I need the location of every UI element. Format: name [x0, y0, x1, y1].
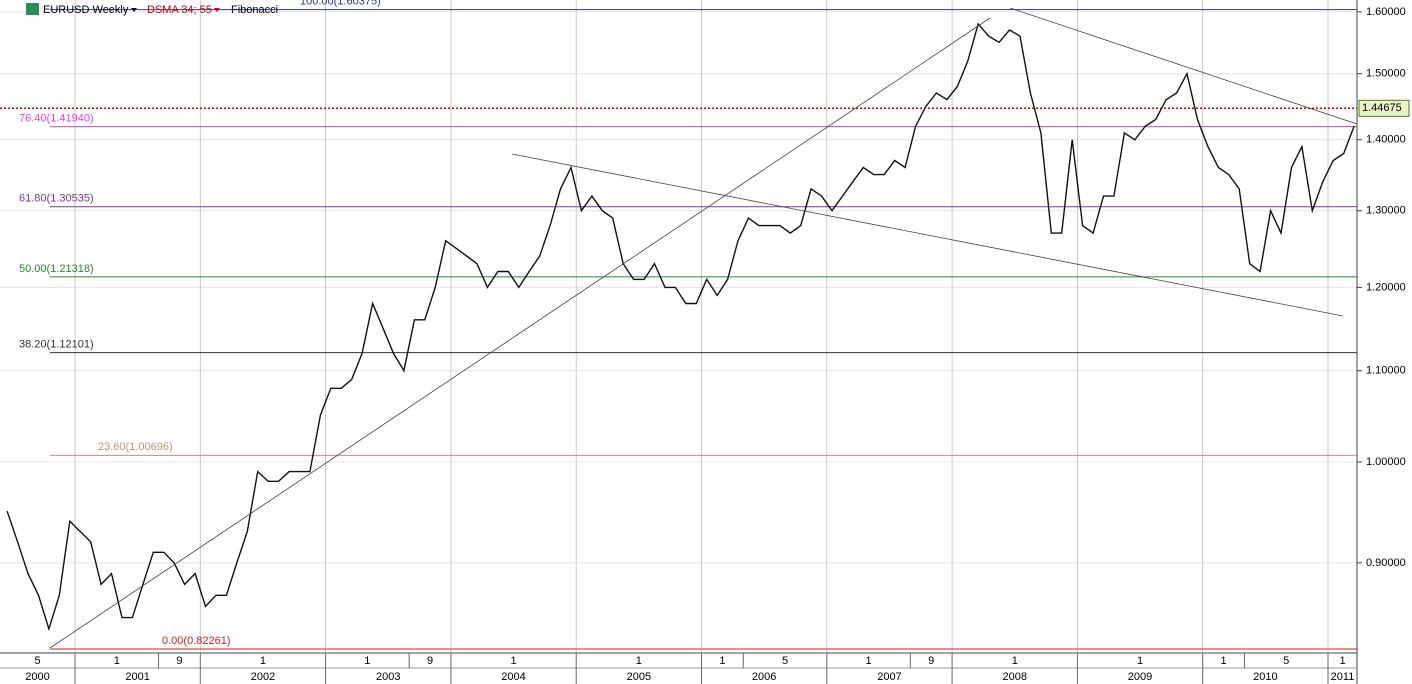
x-tick-label: 9: [176, 655, 182, 667]
x-tick-label: 2007: [877, 671, 901, 683]
dropdown-arrow[interactable]: [214, 8, 220, 12]
x-tick-label: 1: [114, 655, 120, 667]
last-price-tag: [1358, 99, 1410, 117]
last-price-label: 1.44675: [1362, 102, 1402, 114]
x-tick-label: 2002: [251, 671, 275, 683]
x-tick-label: 2001: [125, 671, 149, 683]
y-tick-label: 1.30000: [1366, 205, 1406, 217]
x-tick-label: 2010: [1253, 671, 1277, 683]
x-tick-label: 2009: [1128, 671, 1152, 683]
x-tick-label: 2008: [1003, 671, 1027, 683]
x-tick-label: 1: [1012, 655, 1018, 667]
x-tick-label: 9: [427, 655, 433, 667]
x-tick-label: 1: [364, 655, 370, 667]
y-tick-label: 0.90000: [1366, 557, 1406, 569]
x-tick-label: 5: [1283, 655, 1289, 667]
indicator-label[interactable]: Fibonacci: [231, 4, 278, 16]
trend-line: [49, 17, 991, 649]
x-tick-label: 1: [1137, 655, 1143, 667]
indicator-label[interactable]: DSMA 34; 55: [147, 4, 212, 16]
y-tick-label: 1.10000: [1366, 365, 1406, 377]
trend-line: [1009, 7, 1358, 125]
plot-area: [0, 0, 1357, 652]
fib-level-label: 76.40(1.41940): [19, 112, 94, 124]
header: EURUSD Weekly DSMA 34; 55 Fibonacci: [26, 3, 278, 16]
x-tick-label: 2003: [376, 671, 400, 683]
x-tick-label: 1: [1339, 655, 1345, 667]
x-tick-label: 1: [260, 655, 266, 667]
symbol-title[interactable]: EURUSD Weekly: [43, 4, 129, 16]
fib-level-label: 23.60(1.00696): [98, 441, 173, 453]
x-tick-label: 1: [719, 655, 725, 667]
trend-line: [511, 153, 1344, 317]
x-tick-label: 2011: [1331, 671, 1355, 683]
x-tick-label: 5: [782, 655, 788, 667]
y-tick-label: 1.60000: [1366, 6, 1406, 18]
x-tick-label: 2000: [25, 671, 49, 683]
y-tick-label: 1.40000: [1366, 134, 1406, 146]
y-tick-label: 1.20000: [1366, 281, 1406, 293]
x-tick-label: 1: [1221, 655, 1227, 667]
x-tick-label: 9: [928, 655, 934, 667]
x-tick-label: 1: [866, 655, 872, 667]
y-tick-label: 1.00000: [1366, 456, 1406, 468]
dropdown-arrow[interactable]: [131, 8, 137, 12]
fib-level-label: 50.00(1.21318): [19, 263, 94, 275]
y-tick-label: 1.50000: [1366, 68, 1406, 80]
x-tick-label: 1: [510, 655, 516, 667]
price-line: [6, 22, 1355, 632]
x-tick-label: 2005: [627, 671, 651, 683]
fib-level-label: 38.20(1.12101): [19, 338, 94, 350]
fib-level-label: 100.00(1.60375): [300, 0, 381, 8]
x-tick-label: 1: [636, 655, 642, 667]
x-tick-label: 5: [34, 655, 40, 667]
fib-level-label: 61.80(1.30535): [19, 193, 94, 205]
x-tick-label: 2006: [752, 671, 776, 683]
symbol-icon[interactable]: [26, 3, 39, 15]
x-tick-label: 2004: [501, 671, 525, 683]
fib-level-label: 0.00(0.82261): [162, 635, 231, 647]
